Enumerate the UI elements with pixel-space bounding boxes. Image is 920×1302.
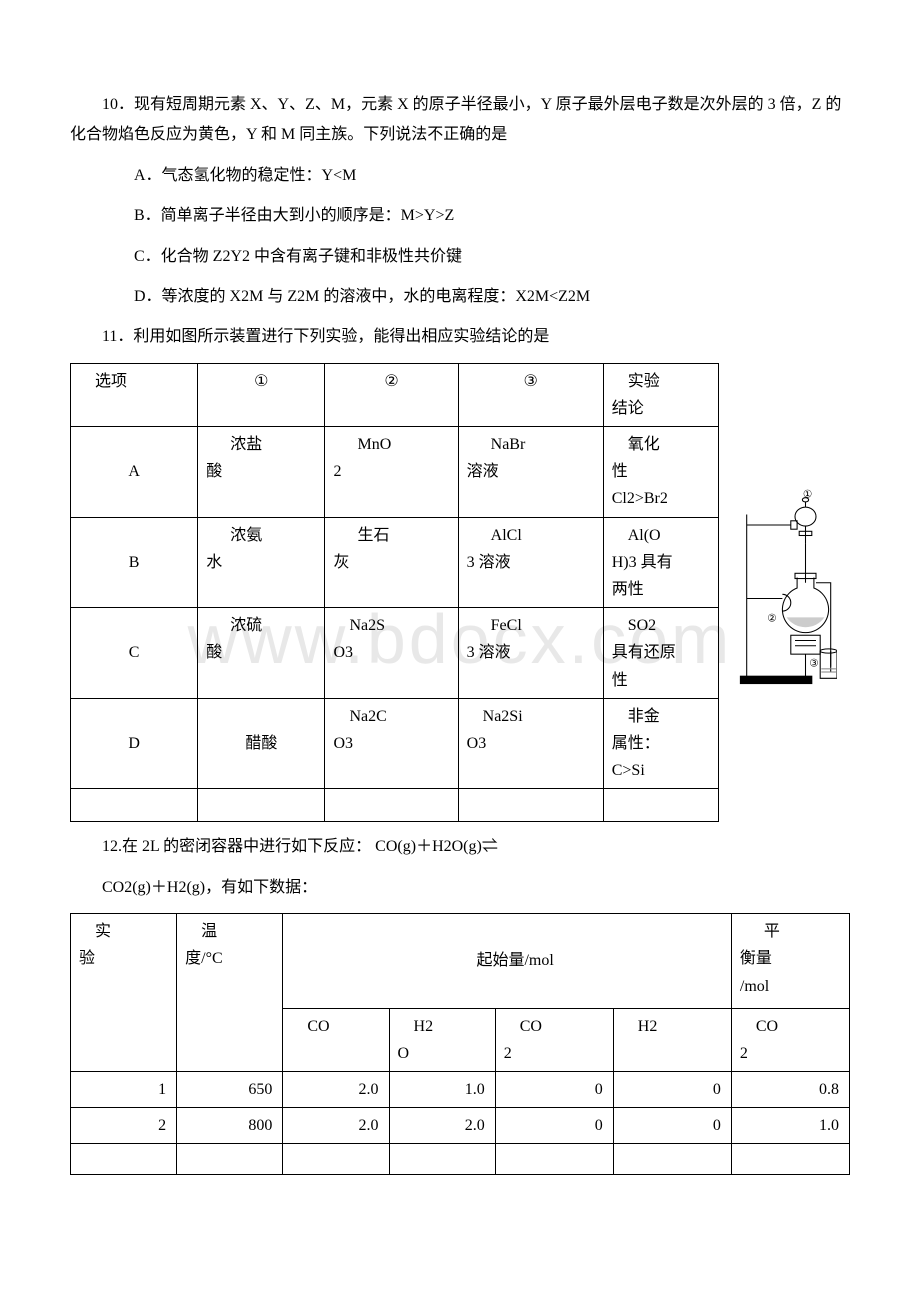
q10-choice-a: A．气态氢化物的稳定性：Y<M: [70, 161, 850, 191]
q11-table-wrap: www.bdocx.com 选项 ① ② ③ 实验结论: [70, 363, 850, 823]
q10-choice-d: D．等浓度的 X2M 与 Z2M 的溶液中，水的电离程度：X2M<Z2M: [70, 282, 850, 312]
q12-line2: CO2(g)＋H2(g)，有如下数据：: [70, 873, 850, 903]
q10-stem: 10．现有短周期元素 X、Y、Z、M，元素 X 的原子半径最小，Y 原子最外层电…: [70, 90, 850, 151]
q12-table: 实验 温度/°C 起始量/mol 平衡量/mol CO H2O CO2 H2 C…: [70, 913, 850, 1175]
q10-choice-b: B．简单离子半径由大到小的顺序是：M>Y>Z: [70, 201, 850, 231]
th-3: ③: [458, 363, 603, 426]
q11-stem: 11．利用如图所示装置进行下列实验，能得出相应实验结论的是: [70, 322, 850, 352]
table-empty-row: [71, 1144, 850, 1175]
th-eq: 平衡量/mol: [731, 914, 849, 1009]
th-1: ①: [198, 363, 325, 426]
q10-choice-c: C．化合物 Z2Y2 中含有离子键和非极性共价键: [70, 242, 850, 272]
th-opt: 选项: [71, 363, 198, 426]
device-diagram-cell: ① ② ③: [719, 363, 850, 822]
data-row-1: 1 650 2.0 1.0 0 0 0.8: [71, 1072, 850, 1108]
q12-table-wrap: 实验 温度/°C 起始量/mol 平衡量/mol CO H2O CO2 H2 C…: [70, 913, 850, 1175]
apparatus-icon: ① ② ③: [732, 483, 837, 693]
th-2: ②: [325, 363, 458, 426]
svg-text:①: ①: [803, 489, 813, 501]
q11-table: 选项 ① ② ③ 实验结论: [70, 363, 850, 823]
th-conclusion: 实验结论: [603, 363, 718, 426]
svg-text:③: ③: [809, 658, 819, 670]
q12-line1: 12.在 2L 的密闭容器中进行如下反应： CO(g)＋H2O(g)⇌: [70, 832, 850, 862]
th-start: 起始量/mol: [283, 914, 732, 1009]
data-row-2: 2 800 2.0 2.0 0 0 1.0: [71, 1108, 850, 1144]
svg-text:②: ②: [767, 613, 777, 625]
